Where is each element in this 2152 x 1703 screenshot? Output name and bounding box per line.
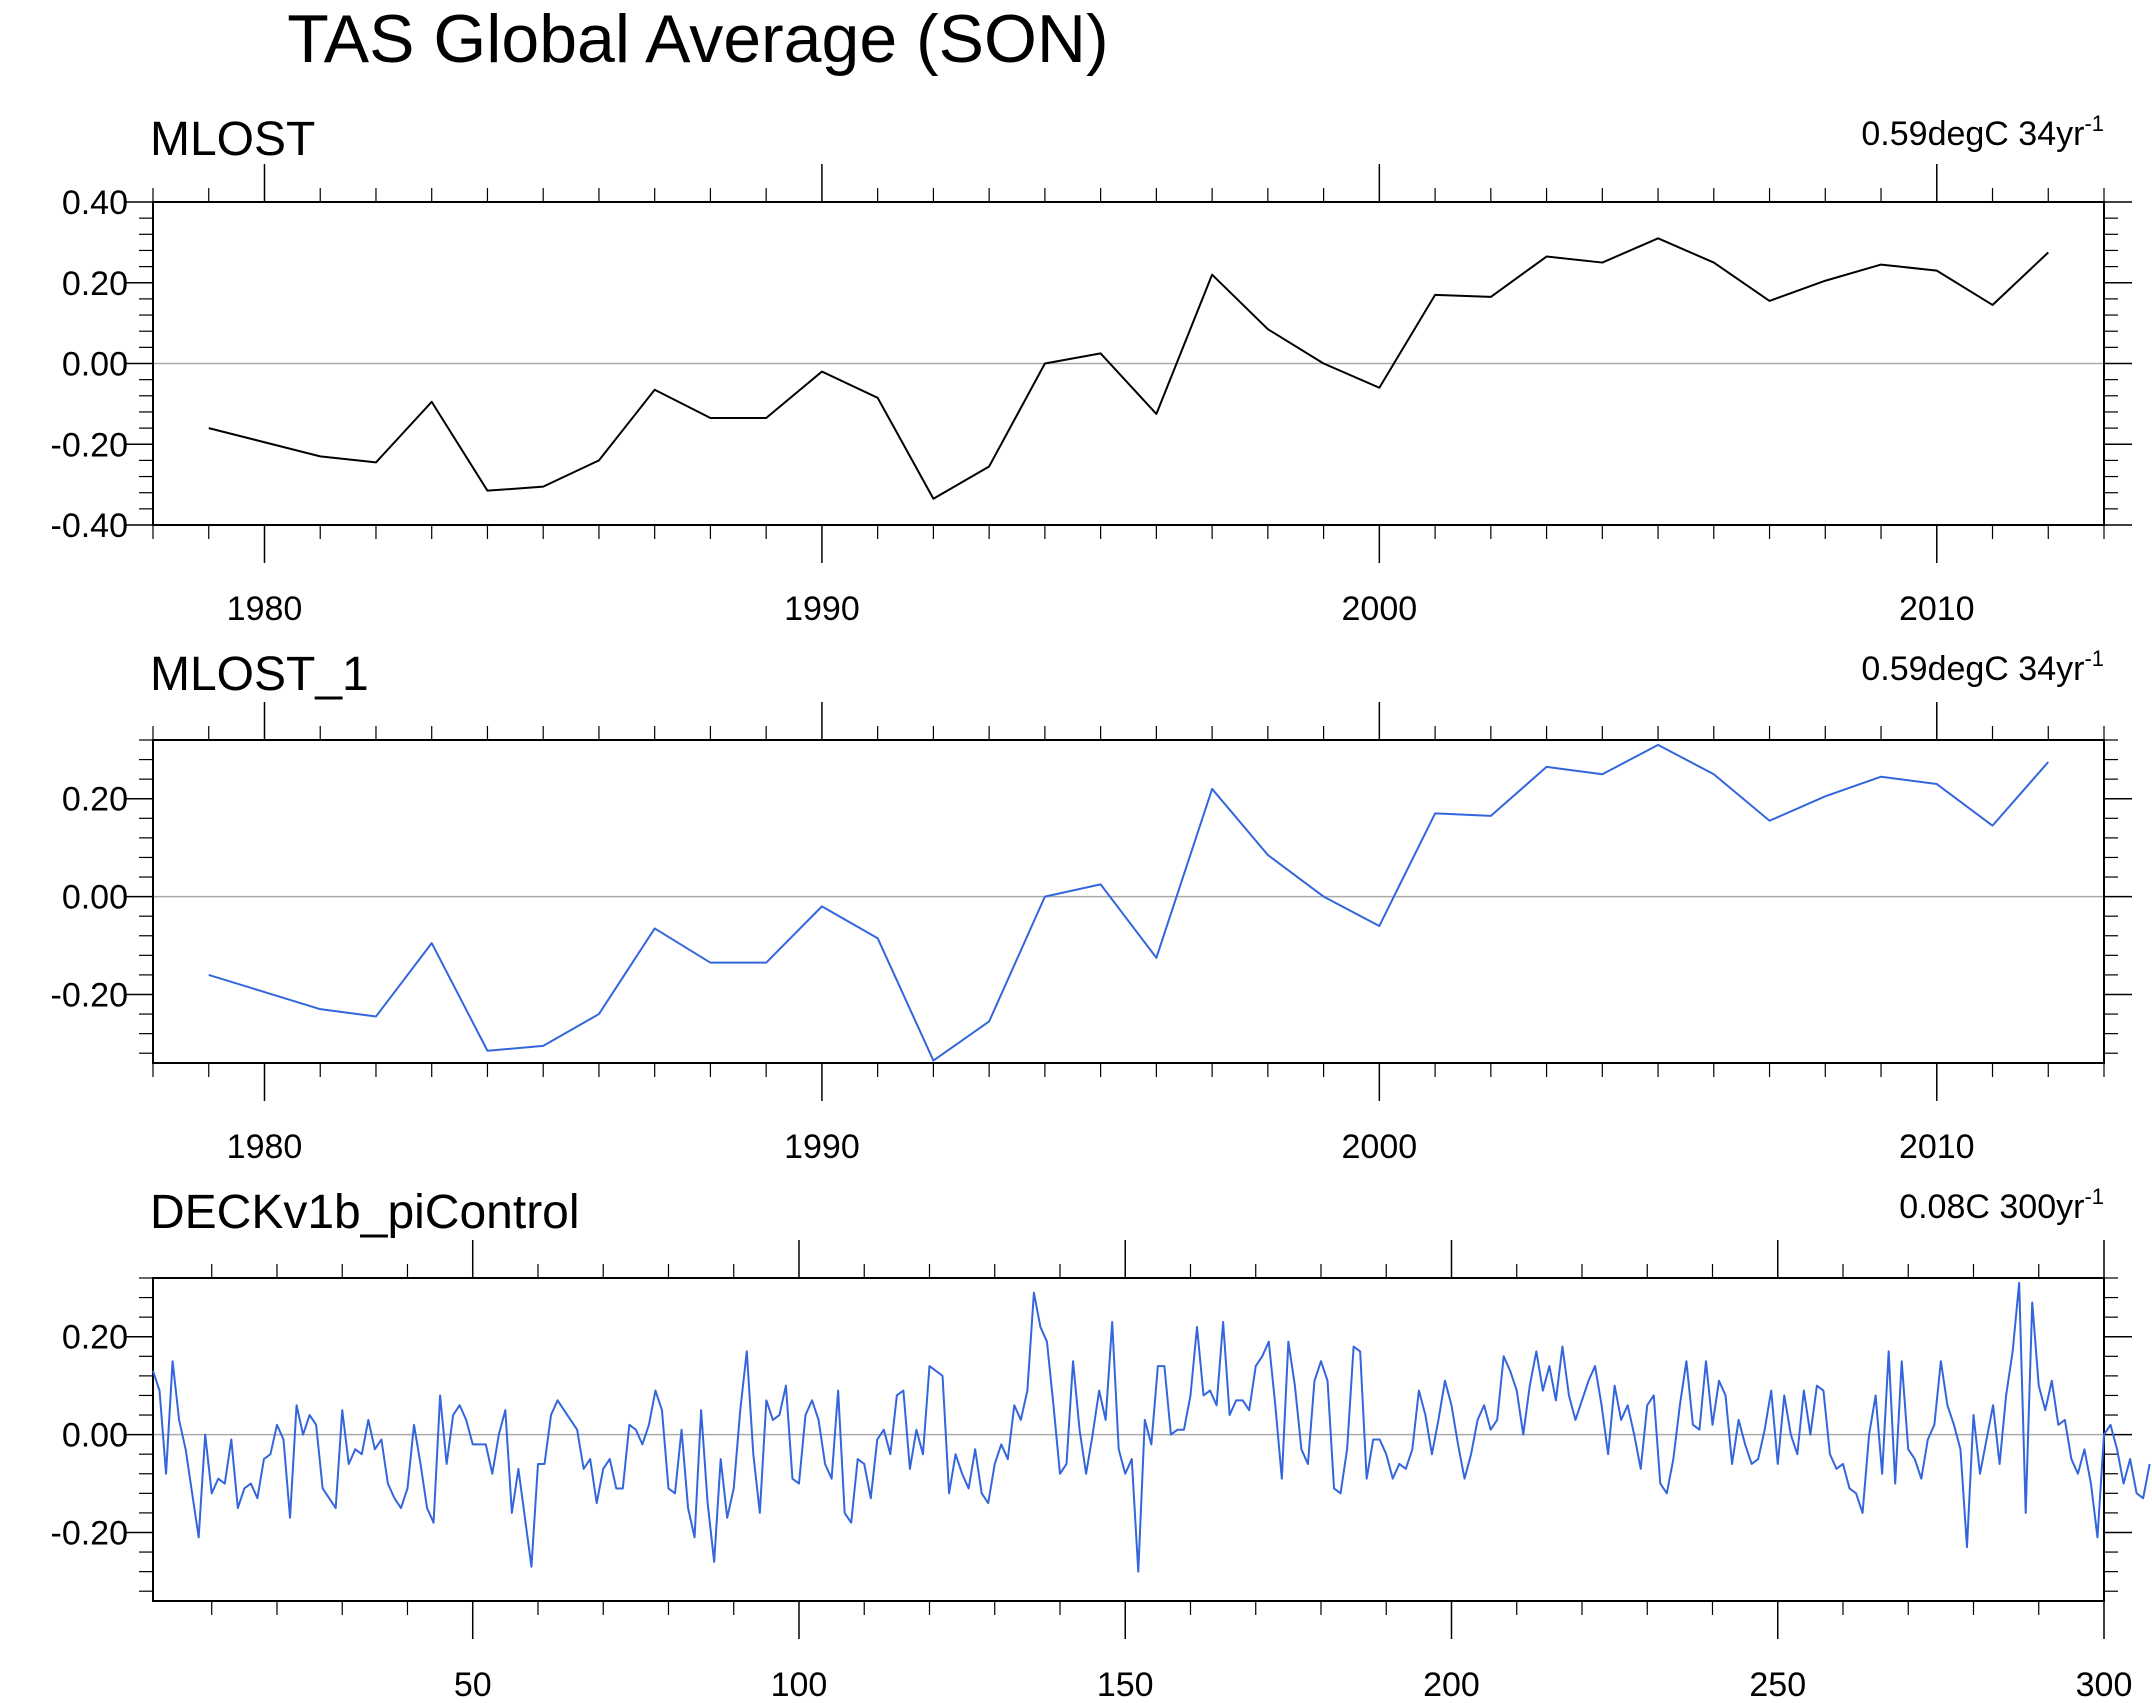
series-line <box>208 743 2050 1062</box>
x-tick-label: 100 <box>771 1666 828 1703</box>
plot-frame <box>152 1277 2105 1602</box>
x-tick-label: 1980 <box>227 1128 303 1166</box>
x-tick-label: 1990 <box>784 590 860 628</box>
x-tick-label: 2000 <box>1342 1128 1418 1166</box>
y-tick-label: 0.20 <box>62 265 128 303</box>
y-tick-label: -0.20 <box>51 1514 129 1552</box>
y-tick-label: -0.20 <box>51 976 129 1014</box>
x-tick-label: 1980 <box>227 590 303 628</box>
trend-label: 0.08C 300yr-1 <box>1899 1184 2104 1226</box>
trend-label-superscript: -1 <box>2084 646 2104 671</box>
chart-title: DECKv1b_piControl <box>150 1186 580 1239</box>
trend-label: 0.59degC 34yr-1 <box>1861 111 2104 153</box>
chart-panel-1: MLOST 0.59degC 34yr-1 -0.40 -0.20 0.00 0.20 0.… <box>51 111 2132 628</box>
y-tick-label: 0.00 <box>62 1417 128 1455</box>
y-tick-label: -0.40 <box>51 507 129 545</box>
x-tick-label: 2010 <box>1899 1128 1975 1166</box>
x-tick-label: 200 <box>1423 1666 1480 1703</box>
chart-panel-3: DECKv1b_piControl 0.08C 300yr-1 -0.20 0.00 0… <box>51 1184 2151 1703</box>
series-line <box>152 1281 2151 1573</box>
y-tick-label: 0.00 <box>62 879 128 917</box>
x-tick-label: 2000 <box>1342 590 1418 628</box>
chart-title: MLOST_1 <box>150 648 369 701</box>
x-tick-label: 300 <box>2076 1666 2133 1703</box>
y-tick-label: -0.20 <box>51 426 129 464</box>
chart-title: MLOST <box>150 113 315 166</box>
x-tick-label: 2010 <box>1899 590 1975 628</box>
y-tick-label: 0.00 <box>62 346 128 384</box>
x-tick-label: 150 <box>1097 1666 1154 1703</box>
trend-label-superscript: -1 <box>2084 111 2104 136</box>
plot-frame <box>152 739 2105 1064</box>
x-tick-label: 250 <box>1749 1666 1806 1703</box>
trend-label: 0.59degC 34yr-1 <box>1861 646 2104 688</box>
chart-panel-2: MLOST_1 0.59degC 34yr-1 -0.20 0.00 0.20 1980 1… <box>51 646 2132 1166</box>
y-tick-label: 0.40 <box>62 184 128 222</box>
y-tick-label: 0.20 <box>62 1319 128 1357</box>
trend-label-superscript: -1 <box>2084 1184 2104 1209</box>
x-tick-label: 1990 <box>784 1128 860 1166</box>
x-tick-label: 50 <box>454 1666 492 1703</box>
figure-title: TAS Global Average (SON) <box>287 1 1108 77</box>
y-tick-label: 0.20 <box>62 781 128 819</box>
series-line <box>208 237 2049 500</box>
